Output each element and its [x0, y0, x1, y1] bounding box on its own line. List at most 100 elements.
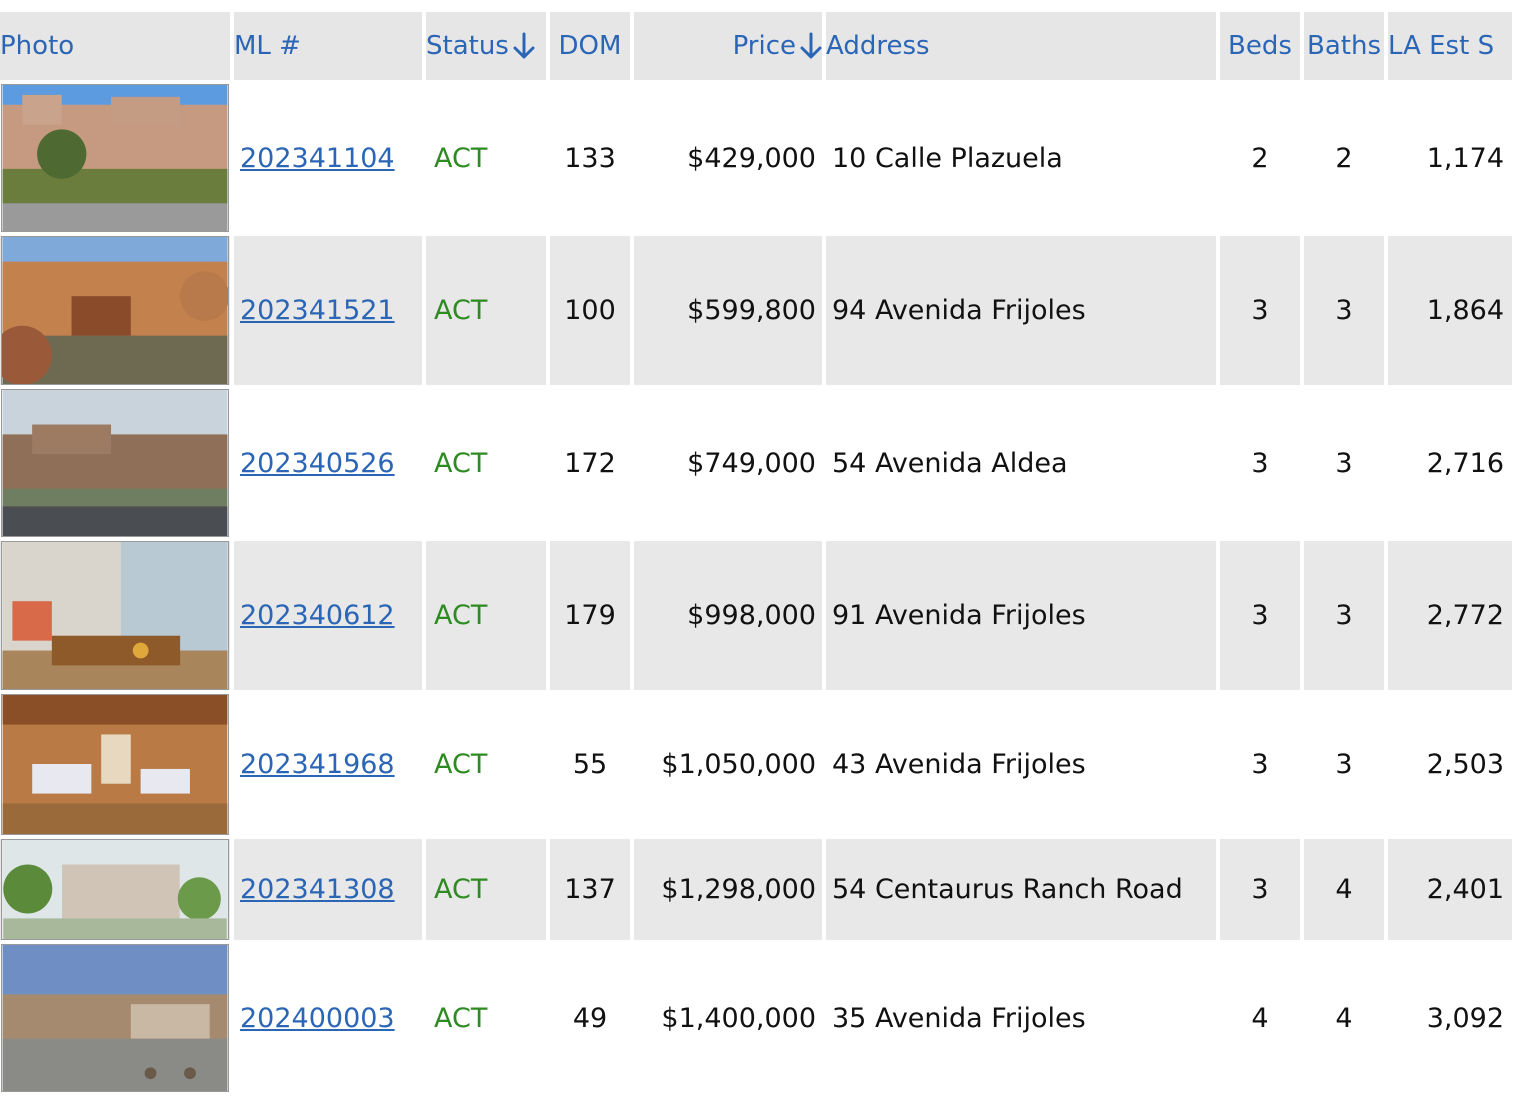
table-row: 202341308 ACT 137 $1,298,000 54 Centauru…: [0, 839, 1512, 940]
listing-photo[interactable]: [1, 694, 229, 835]
photo-cell: [0, 541, 230, 690]
price-cell: $1,400,000: [634, 944, 822, 1092]
la-cell: 3,092: [1388, 944, 1512, 1092]
table-row: 202400003 ACT 49 $1,400,000 35 Avenida F…: [0, 944, 1512, 1092]
table-row: 202340612 ACT 179 $998,000 91 Avenida Fr…: [0, 541, 1512, 690]
column-header-photo[interactable]: Photo: [0, 12, 230, 80]
listing-photo[interactable]: [1, 236, 229, 385]
status-cell: ACT: [426, 236, 546, 385]
ml-number-link[interactable]: 202340612: [240, 600, 395, 631]
column-header-dom[interactable]: DOM: [550, 12, 630, 80]
address-cell: 54 Avenida Aldea: [826, 389, 1216, 537]
la-cell: 2,716: [1388, 389, 1512, 537]
ml-number-link[interactable]: 202341968: [240, 749, 395, 780]
arrow-down-icon: [800, 32, 822, 59]
table-row: 202341104 ACT 133 $429,000 10 Calle Plaz…: [0, 84, 1512, 232]
photo-cell: [0, 236, 230, 385]
price-cell: $429,000: [634, 84, 822, 232]
baths-cell: 4: [1304, 839, 1384, 940]
dom-cell: 133: [550, 84, 630, 232]
column-header-label: Photo: [0, 31, 75, 61]
column-header-label: DOM: [558, 31, 622, 61]
column-header-label: Baths: [1307, 31, 1381, 61]
ml-cell: 202400003: [234, 944, 422, 1092]
listing-photo[interactable]: [1, 944, 229, 1092]
la-cell: 2,772: [1388, 541, 1512, 690]
la-cell: 2,401: [1388, 839, 1512, 940]
photo-cell: [0, 84, 230, 232]
beds-cell: 4: [1220, 944, 1300, 1092]
price-cell: $599,800: [634, 236, 822, 385]
address-cell: 91 Avenida Frijoles: [826, 541, 1216, 690]
address-cell: 10 Calle Plazuela: [826, 84, 1216, 232]
ml-cell: 202340526: [234, 389, 422, 537]
table-row: 202340526 ACT 172 $749,000 54 Avenida Al…: [0, 389, 1512, 537]
baths-cell: 3: [1304, 236, 1384, 385]
column-header-label: Beds: [1228, 31, 1292, 61]
ml-number-link[interactable]: 202340526: [240, 447, 395, 479]
column-header-beds[interactable]: Beds: [1220, 12, 1300, 80]
price-cell: $998,000: [634, 541, 822, 690]
ml-number-link[interactable]: 202400003: [240, 1002, 395, 1034]
ml-cell: 202341521: [234, 236, 422, 385]
status-cell: ACT: [426, 944, 546, 1092]
listings-table: Photo ML # Status DOM Price Address Beds…: [0, 8, 1516, 1096]
address-cell: 43 Avenida Frijoles: [826, 694, 1216, 835]
baths-cell: 4: [1304, 944, 1384, 1092]
ml-cell: 202341308: [234, 839, 422, 940]
dom-cell: 137: [550, 839, 630, 940]
ml-cell: 202341968: [234, 694, 422, 835]
dom-cell: 100: [550, 236, 630, 385]
baths-cell: 2: [1304, 84, 1384, 232]
column-header-label: Price: [732, 31, 796, 61]
listing-photo[interactable]: [1, 84, 229, 232]
status-cell: ACT: [426, 389, 546, 537]
column-header-la[interactable]: LA Est S: [1388, 12, 1512, 80]
address-cell: 54 Centaurus Ranch Road: [826, 839, 1216, 940]
status-cell: ACT: [426, 839, 546, 940]
baths-cell: 3: [1304, 541, 1384, 690]
header-row: Photo ML # Status DOM Price Address Beds…: [0, 12, 1512, 80]
la-cell: 2,503: [1388, 694, 1512, 835]
dom-cell: 55: [550, 694, 630, 835]
beds-cell: 3: [1220, 839, 1300, 940]
column-header-label: ML #: [234, 31, 301, 61]
beds-cell: 2: [1220, 84, 1300, 232]
listing-photo[interactable]: [1, 541, 229, 690]
price-cell: $1,298,000: [634, 839, 822, 940]
photo-cell: [0, 694, 230, 835]
column-header-price[interactable]: Price: [634, 12, 822, 80]
beds-cell: 3: [1220, 694, 1300, 835]
table-row: 202341968 ACT 55 $1,050,000 43 Avenida F…: [0, 694, 1512, 835]
column-header-label: Address: [826, 31, 930, 61]
ml-cell: 202340612: [234, 541, 422, 690]
column-header-ml[interactable]: ML #: [234, 12, 422, 80]
listing-photo[interactable]: [1, 839, 229, 940]
column-header-address[interactable]: Address: [826, 12, 1216, 80]
column-header-status[interactable]: Status: [426, 12, 546, 80]
table-row: 202341521 ACT 100 $599,800 94 Avenida Fr…: [0, 236, 1512, 385]
photo-cell: [0, 389, 230, 537]
status-cell: ACT: [426, 84, 546, 232]
beds-cell: 3: [1220, 541, 1300, 690]
ml-number-link[interactable]: 202341521: [240, 295, 395, 326]
listing-photo[interactable]: [1, 389, 229, 537]
ml-number-link[interactable]: 202341104: [240, 142, 395, 174]
arrow-down-icon: [513, 32, 535, 59]
status-cell: ACT: [426, 694, 546, 835]
baths-cell: 3: [1304, 389, 1384, 537]
address-cell: 94 Avenida Frijoles: [826, 236, 1216, 385]
beds-cell: 3: [1220, 389, 1300, 537]
dom-cell: 179: [550, 541, 630, 690]
top-strip: [0, 0, 1518, 8]
beds-cell: 3: [1220, 236, 1300, 385]
ml-number-link[interactable]: 202341308: [240, 874, 395, 905]
price-cell: $1,050,000: [634, 694, 822, 835]
column-header-baths[interactable]: Baths: [1304, 12, 1384, 80]
dom-cell: 49: [550, 944, 630, 1092]
column-header-label: Status: [426, 31, 509, 61]
photo-cell: [0, 839, 230, 940]
baths-cell: 3: [1304, 694, 1384, 835]
ml-cell: 202341104: [234, 84, 422, 232]
column-header-label: LA Est S: [1388, 31, 1495, 61]
